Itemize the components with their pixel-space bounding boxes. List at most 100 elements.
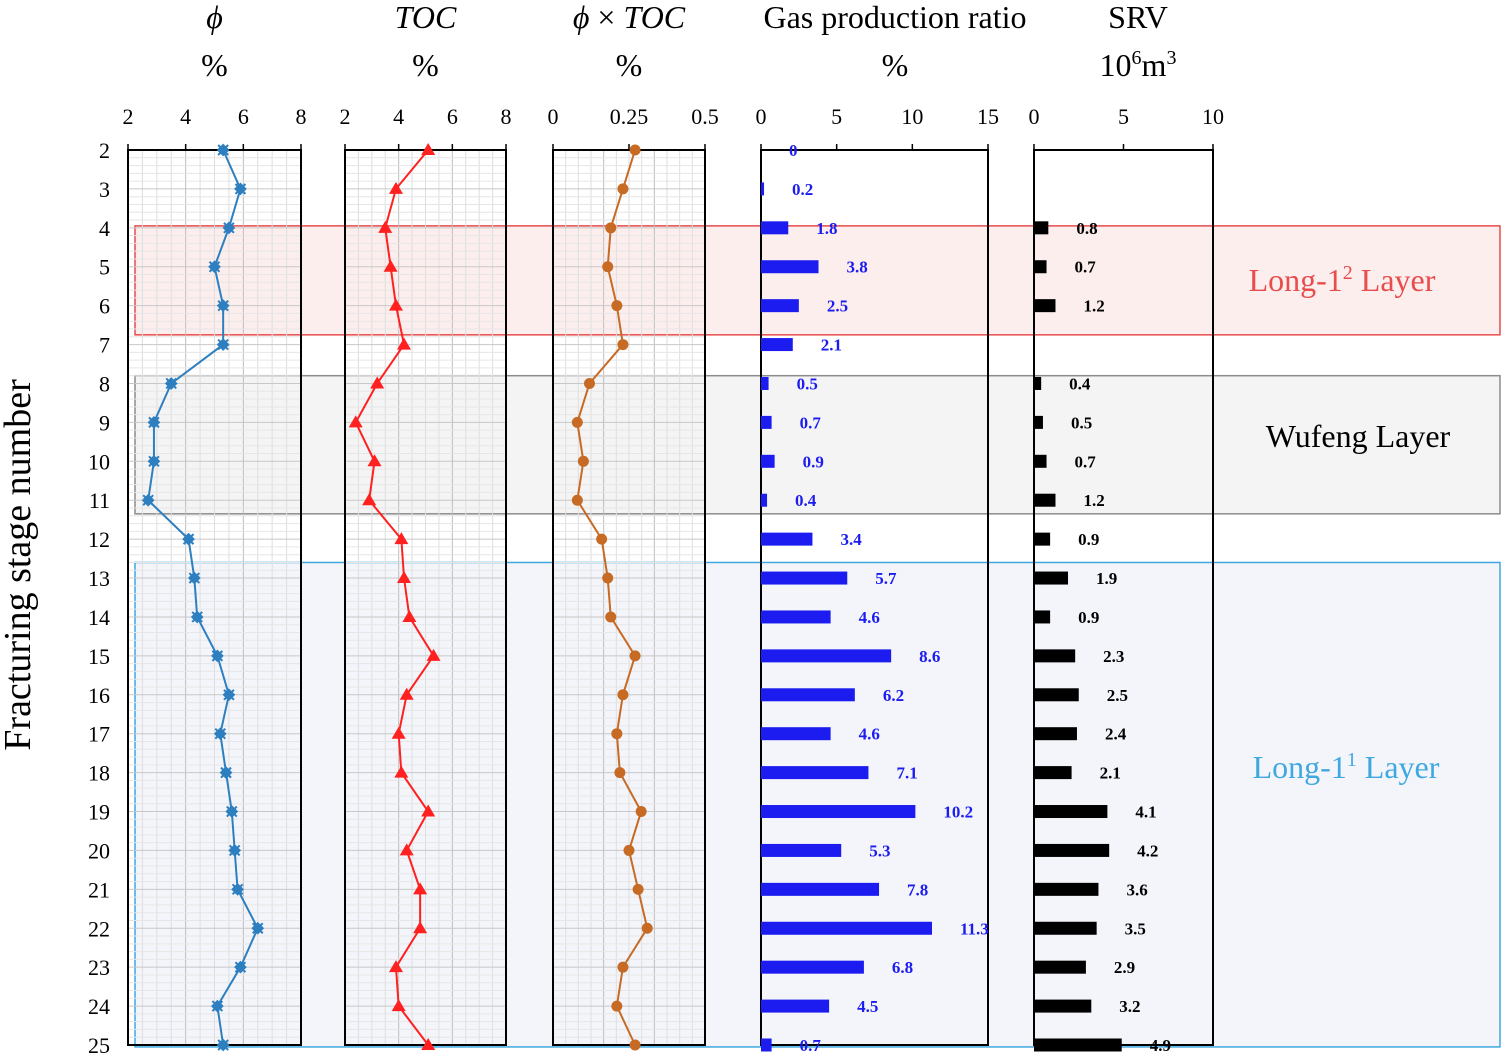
data-point [231,882,244,896]
data-point [629,650,641,662]
unit-exp2: 3 [1166,47,1176,69]
bar [761,260,819,274]
bar-value-label: 0.5 [797,374,818,393]
marker-stroke [226,805,238,818]
x-tick-label: 10 [1202,104,1224,129]
bar [1034,960,1086,974]
data-point [187,571,201,585]
bar [761,960,864,974]
bar-value-label: 0.4 [795,491,817,510]
bar [761,299,799,313]
bar [761,766,869,780]
data-point [216,338,230,351]
data-point [190,610,204,624]
bar [761,454,775,468]
bar-value-label: 0.5 [1071,413,1092,432]
data-point [605,222,617,234]
x-tick-label: 0 [548,104,559,129]
bar-value-label: 0 [789,141,798,160]
panel-phi_toc: 0 0.25 0.5 ϕ × TOC% [548,0,719,1051]
x-tick-label: 2 [340,104,351,129]
bar-value-label: 2.5 [827,297,848,316]
data-point [147,454,161,468]
layer-label-name: Wufeng Layer [1266,418,1451,454]
bar-value-label: 2.1 [821,336,842,355]
data-point [421,804,436,817]
panel-title: Gas production ratio [763,0,1026,35]
y-tick-label: 22 [88,916,110,941]
data-point [426,648,441,661]
bar-value-label: 0.2 [792,180,813,199]
data-point [367,454,382,467]
data-point [399,687,414,700]
data-point [391,726,406,739]
data-point [629,1039,641,1051]
y-tick-label: 8 [99,371,110,396]
bar [761,805,916,819]
data-point [617,689,629,701]
data-point [388,298,403,311]
data-point [571,494,583,506]
bar [761,338,793,352]
bar [761,843,842,857]
data-point [147,416,161,429]
x-tick-label: 10 [901,104,923,129]
layer-label-suffix: Layer [1357,749,1440,785]
panels: 2345678910111213141516171819202122232425… [88,0,1224,1058]
x-tick-label: 0 [1029,104,1040,129]
marker-stroke [148,455,160,468]
layer-label-1: Wufeng Layer [1266,418,1451,454]
data-point [623,844,635,856]
bar [761,727,831,741]
panel-unit: % [616,47,643,83]
bar [1034,805,1108,819]
layer-label-2: Long-11 Layer [1253,749,1440,785]
bar [1034,843,1110,857]
bar [1034,493,1056,507]
bar [1034,532,1051,546]
y-tick-label: 5 [99,255,110,280]
layer-label-suffix: Layer [1353,262,1436,298]
bar-value-label: 0.7 [800,413,822,432]
data-point [611,1000,623,1012]
bar [761,415,772,429]
data-point [614,767,626,779]
bar [761,882,880,896]
y-tick-label: 9 [99,410,110,435]
bar [761,999,830,1013]
bar-value-label: 4.6 [859,608,880,627]
bar-value-label: 0.7 [1075,452,1097,471]
layer-label-0: Long-12 Layer [1249,262,1436,298]
data-point [641,922,653,934]
marker-stroke [217,1039,229,1051]
bar-value-label: 0.9 [803,452,824,471]
data-point [394,765,409,778]
data-point [602,572,614,584]
layer-band-0 [134,225,1501,336]
bar [1034,882,1099,896]
bar [761,649,892,663]
y-tick-label: 4 [99,216,110,241]
bar-value-label: 4.1 [1135,803,1156,822]
bar-value-label: 0.4 [1069,374,1091,393]
panel-gas: 0 5 10 15 Gas production ratio% 0 0.2 1.8 3.8 2.5… [756,0,1027,1055]
data-point [378,220,393,233]
marker-stroke [148,416,160,429]
data-point [383,259,398,272]
x-tick-label: 4 [393,104,404,129]
bar [761,921,933,935]
data-point [617,339,629,351]
data-point [611,300,623,312]
data-point [348,415,363,428]
data-point [413,921,428,934]
marker-stroke [231,883,244,896]
bar [1034,649,1076,663]
data-point [394,532,409,545]
bar [761,610,831,624]
bar-value-label: 0.9 [1078,608,1099,627]
data-point [216,1038,230,1052]
y-axis-label: Fracturing stage number [0,379,39,751]
bar-value-label: 10.2 [943,803,973,822]
y-tick-label: 13 [88,566,110,591]
